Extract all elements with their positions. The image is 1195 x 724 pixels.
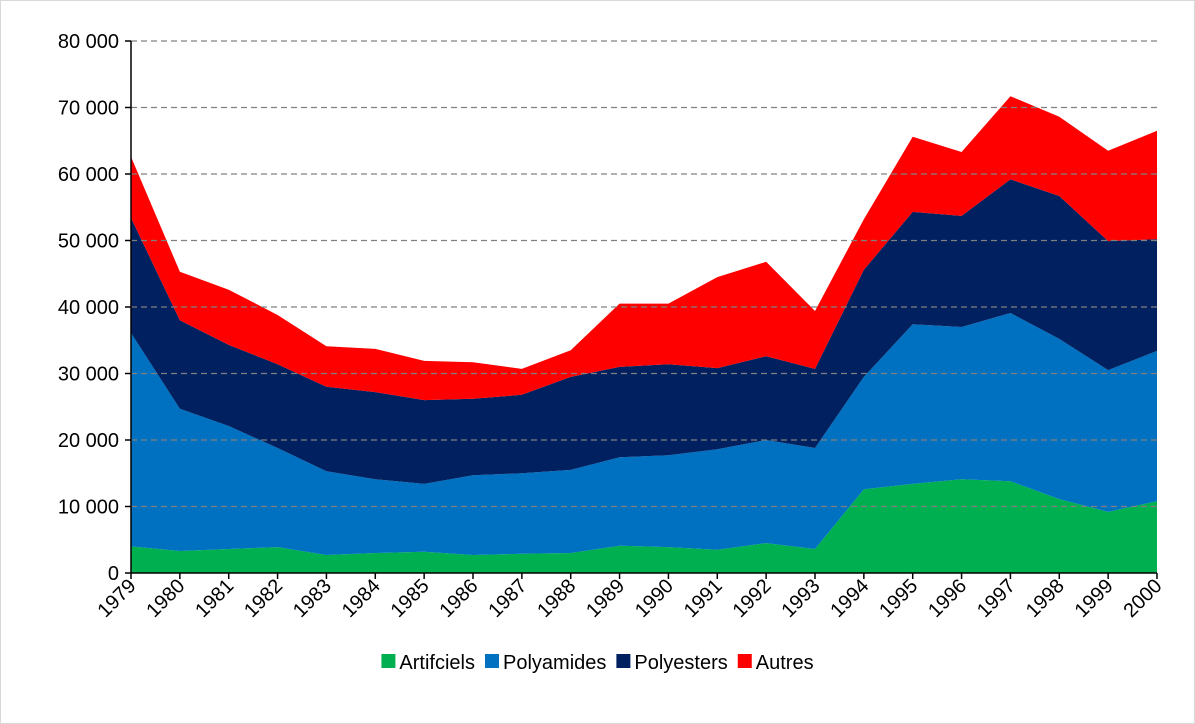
y-tick-label: 10 000 xyxy=(58,497,119,519)
y-tick-label: 40 000 xyxy=(58,297,119,319)
area xyxy=(131,312,1157,556)
legend-swatch xyxy=(381,654,396,668)
y-tick-label: 70 000 xyxy=(58,98,119,120)
legend-swatch xyxy=(485,654,499,668)
y-tick-label: 30 000 xyxy=(58,364,119,386)
area xyxy=(131,479,1157,573)
y-tick-label: 50 000 xyxy=(58,231,119,253)
area xyxy=(131,179,1157,484)
legend-swatch xyxy=(737,654,752,668)
y-tick-label: 60 000 xyxy=(58,164,119,186)
legend-label: Polyesters xyxy=(634,652,727,674)
legend-label: Autres xyxy=(756,652,814,674)
y-tick-label: 80 000 xyxy=(58,31,119,53)
y-tick-label: 20 000 xyxy=(58,430,119,452)
legend-swatch xyxy=(616,654,631,668)
area xyxy=(131,96,1157,401)
legend: Artifciels Polyamides Polyesters Autres xyxy=(381,652,814,674)
legend-label: Polyamides xyxy=(503,652,606,674)
legend-label: Artifciels xyxy=(399,652,475,674)
y-tick-label: 0 xyxy=(108,563,119,585)
